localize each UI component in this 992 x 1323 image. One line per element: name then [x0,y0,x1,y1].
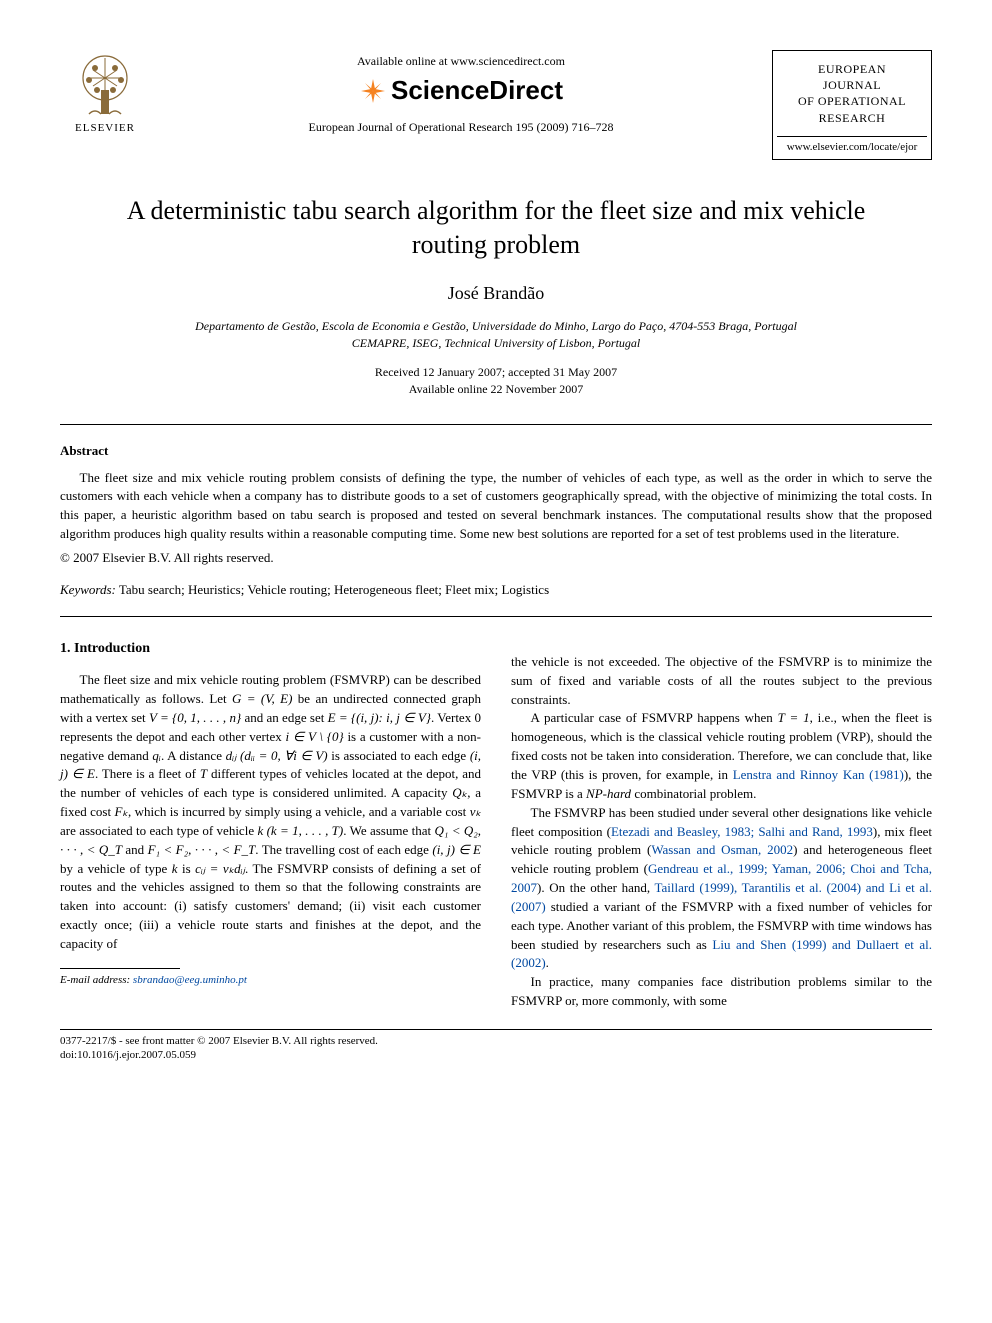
footer-text: 0377-2217/$ - see front matter © 2007 El… [60,1034,932,1063]
left-column: 1. Introduction The fleet size and mix v… [60,617,481,1011]
email-footnote: E-mail address: sbrandao@eeg.uminho.pt [60,973,481,989]
keywords-line: Keywords: Tabu search; Heuristics; Vehic… [60,582,932,598]
intro-paragraph-right-cont: the vehicle is not exceeded. The objecti… [511,653,932,710]
article-dates: Received 12 January 2007; accepted 31 Ma… [60,364,932,398]
intro-paragraph-left: The fleet size and mix vehicle routing p… [60,671,481,954]
journal-url: www.elsevier.com/locate/ejor [787,141,918,153]
page-header: ELSEVIER Available online at www.science… [60,50,932,160]
journal-box-rule [777,136,927,137]
elsevier-label: ELSEVIER [75,122,135,134]
article-title: A deterministic tabu search algorithm fo… [100,194,892,262]
rule-above-abstract [60,424,932,425]
available-online-text: Available online at www.sciencedirect.co… [150,54,772,69]
body-columns: 1. Introduction The fleet size and mix v… [60,617,932,1011]
citation-link[interactable]: Lenstra and Rinnoy Kan (1981) [733,767,904,782]
elsevier-tree-icon [75,50,135,120]
keywords-label: Keywords: [60,582,116,597]
section-1-heading: 1. Introduction [60,639,481,659]
author-name: José Brandão [60,283,932,304]
journal-title-box: EUROPEAN JOURNAL OF OPERATIONAL RESEARCH… [772,50,932,160]
abstract-copyright: © 2007 Elsevier B.V. All rights reserved… [60,550,932,566]
sciencedirect-text: ScienceDirect [391,75,563,106]
footer-rule [60,1029,932,1030]
sciencedirect-flare-icon [359,77,387,105]
keywords-text: Tabu search; Heuristics; Vehicle routing… [116,582,549,597]
right-column: the vehicle is not exceeded. The objecti… [511,617,932,1011]
elsevier-logo-block: ELSEVIER [60,50,150,134]
author-email-link[interactable]: sbrandao@eeg.uminho.pt [133,974,247,986]
email-label: E-mail address: [60,974,130,986]
abstract-text: The fleet size and mix vehicle routing p… [60,469,932,544]
journal-reference: European Journal of Operational Research… [150,120,772,135]
footnote-rule [60,968,180,969]
intro-paragraph-right-4: In practice, many companies face distrib… [511,973,932,1011]
journal-box-title: EUROPEAN JOURNAL OF OPERATIONAL RESEARCH [798,61,906,126]
affiliation: Departamento de Gestão, Escola de Econom… [60,318,932,352]
citation-link[interactable]: Etezadi and Beasley, 1983; Salhi and Ran… [611,824,873,839]
intro-paragraph-right-2: A particular case of FSMVRP happens when… [511,709,932,803]
citation-link[interactable]: Wassan and Osman, 2002 [651,842,793,857]
center-header: Available online at www.sciencedirect.co… [150,50,772,135]
sciencedirect-logo: ScienceDirect [150,75,772,106]
abstract-heading: Abstract [60,443,932,459]
intro-paragraph-right-3: The FSMVRP has been studied under severa… [511,804,932,974]
